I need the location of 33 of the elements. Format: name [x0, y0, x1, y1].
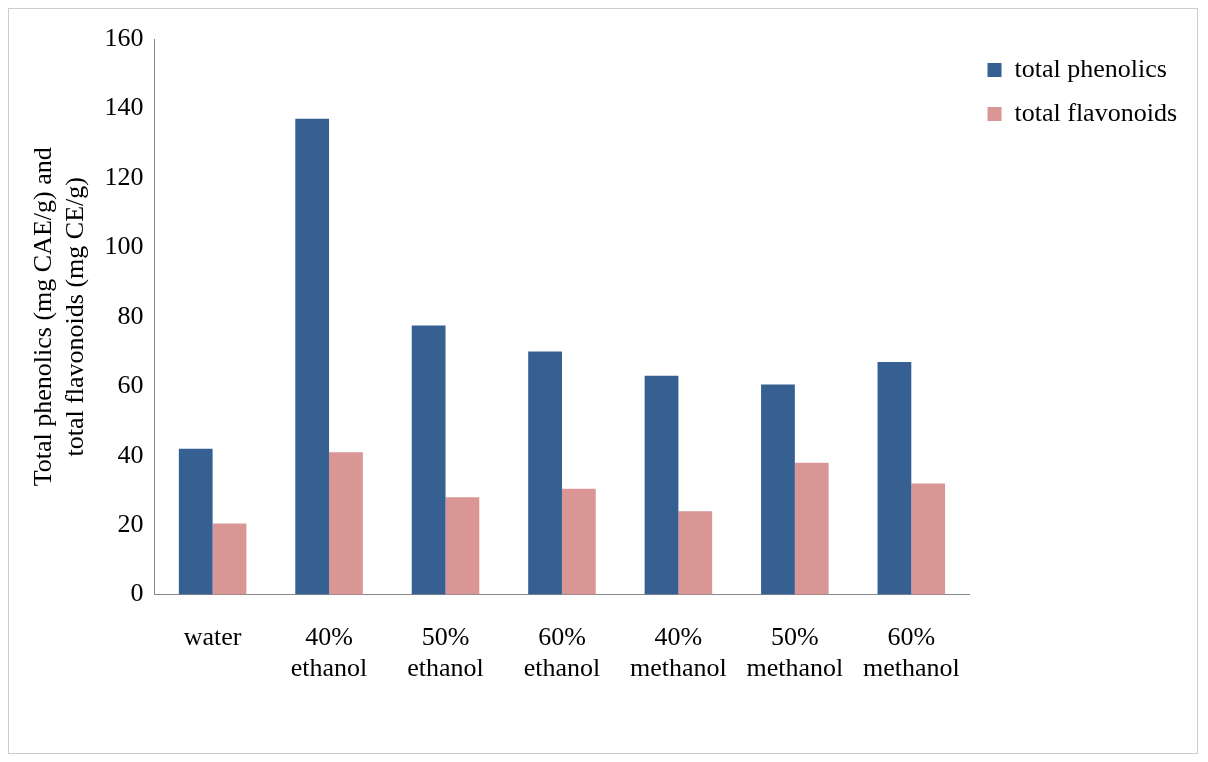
y-tick-label: 100: [104, 231, 144, 261]
y-tick-label: 0: [130, 578, 144, 608]
bar: [877, 361, 912, 595]
x-tick-label: 50% methanol: [746, 622, 844, 683]
bar: [678, 511, 713, 595]
legend-label: total phenolics: [1014, 53, 1167, 83]
bar: [761, 384, 795, 595]
bar: [329, 452, 363, 595]
x-tick-label: 40% methanol: [630, 622, 727, 683]
y-axis-title: Total phenolics (mg CAE/g) and total flavonoids (mg CE/g): [28, 147, 89, 487]
y-tick-label: 40: [117, 439, 144, 469]
bar: [178, 448, 213, 595]
y-tick-label: 140: [104, 92, 144, 122]
bar: [295, 118, 330, 595]
bar: [528, 351, 562, 595]
x-tick-label: 40% ethanol: [290, 622, 368, 683]
x-tick-label: water: [183, 622, 242, 652]
legend-label: total flavonoids: [1014, 97, 1178, 127]
y-tick-label: 80: [117, 300, 144, 330]
bar: [212, 523, 247, 595]
y-tick-label: 20: [117, 508, 144, 538]
y-tick-label: 160: [104, 22, 144, 52]
bar: [644, 375, 679, 595]
y-tick-label: 60: [117, 370, 144, 400]
y-tick-label: 120: [104, 161, 144, 191]
bar: [794, 462, 829, 595]
x-tick-label: 60% ethanol: [523, 622, 601, 683]
bar: [445, 497, 480, 595]
x-tick-label: 50% ethanol: [407, 622, 484, 683]
bar: [911, 483, 946, 595]
bar: [561, 488, 596, 595]
x-tick-label: 60% methanol: [862, 622, 960, 683]
bar: [411, 325, 446, 595]
